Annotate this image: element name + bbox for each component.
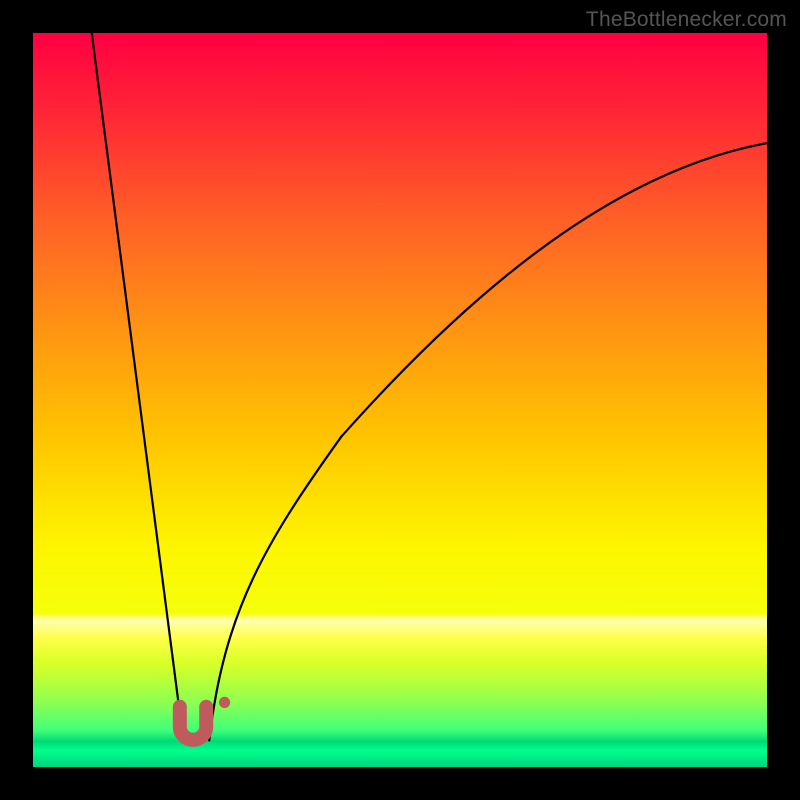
watermark-text: TheBottlenecker.com: [586, 8, 787, 32]
plot-area: [33, 33, 767, 767]
bottleneck-curve-chart: [33, 33, 767, 767]
gradient-background: [33, 33, 767, 767]
marker-dot: [219, 697, 230, 708]
